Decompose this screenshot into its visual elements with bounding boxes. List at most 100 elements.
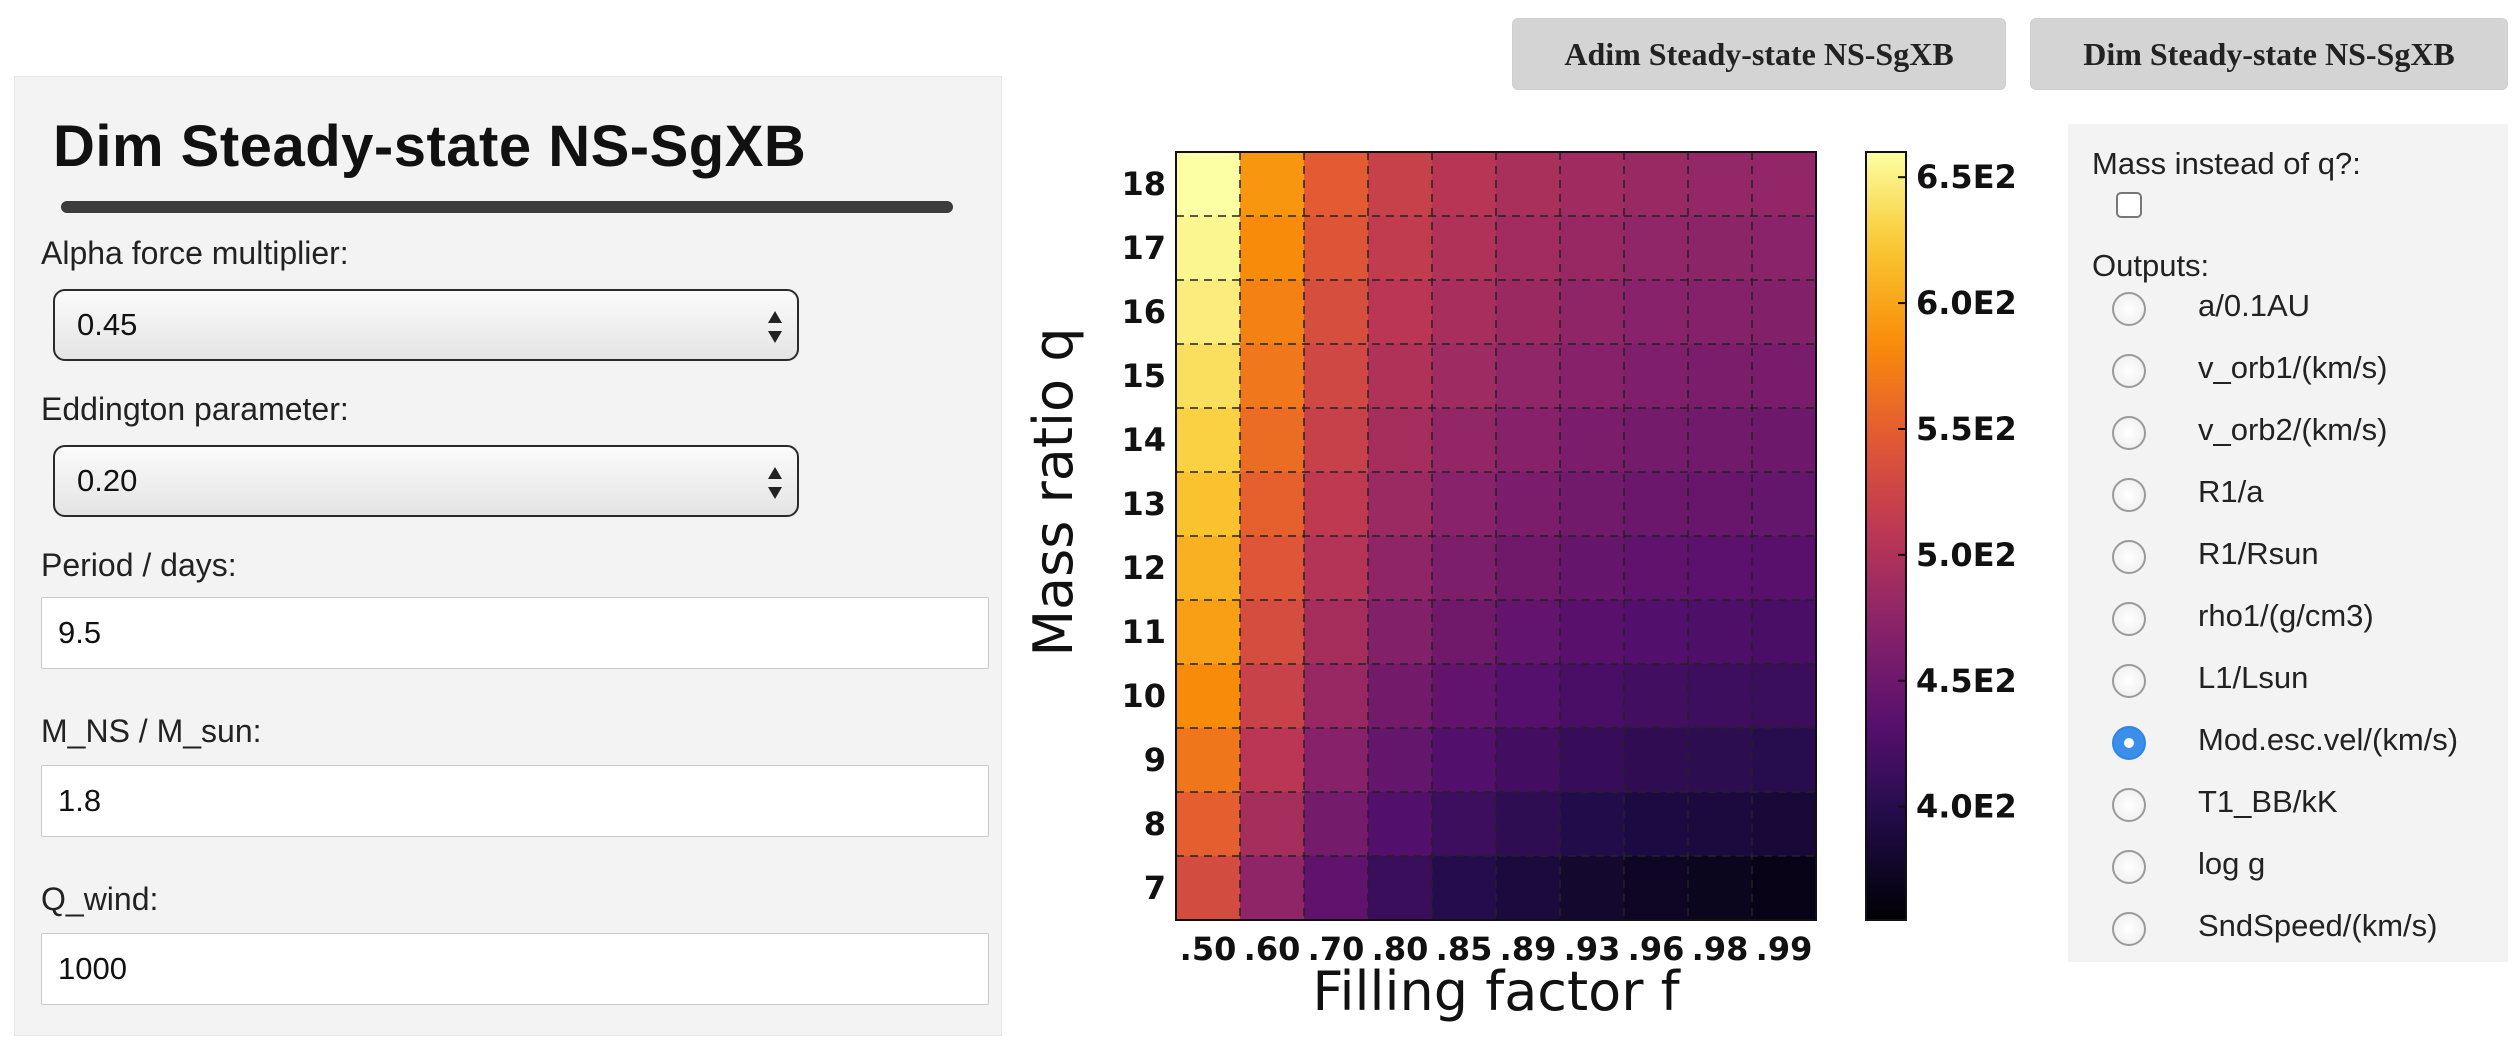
heatmap-cell — [1240, 216, 1305, 281]
colorbar-tick-label: 4.5E2 — [1916, 662, 2017, 700]
heatmap-cell — [1560, 472, 1625, 537]
y-tick-label: 9 — [1144, 741, 1166, 779]
heatmap-cell — [1624, 408, 1689, 473]
heatmap-cell — [1432, 280, 1497, 345]
output-option[interactable]: R1/Rsun — [2068, 528, 2508, 584]
output-option[interactable]: v_orb1/(km/s) — [2068, 342, 2508, 398]
heatmap-cell — [1432, 856, 1497, 921]
heatmap-cell — [1176, 664, 1241, 729]
heatmap-cell — [1688, 472, 1753, 537]
heatmap-chart: 18 17 16 15 14 13 12 11 10 9 8 7 .50.60.70.80.85.89… — [1022, 151, 2017, 1023]
heatmap-cell — [1368, 600, 1433, 665]
output-option[interactable]: Mod.esc.vel/(km/s) — [2068, 714, 2508, 770]
y-tick-label: 11 — [1121, 613, 1166, 651]
heatmap-cell — [1240, 472, 1305, 537]
heatmap-cell — [1752, 408, 1817, 473]
heatmap-cell — [1368, 152, 1433, 217]
heatmap-cell — [1688, 856, 1753, 921]
x-tick-label: .93 — [1564, 930, 1621, 968]
output-option-label: log g — [2198, 846, 2266, 881]
heatmap-cell — [1688, 408, 1753, 473]
heatmap-cell — [1624, 856, 1689, 921]
heatmap-cell — [1432, 408, 1497, 473]
heatmap-cell — [1432, 536, 1497, 601]
adim-steady-state-button[interactable]: Adim Steady-state NS-SgXB — [1512, 18, 2006, 90]
mns-input[interactable]: 1.8 — [41, 765, 989, 837]
heatmap-cell — [1304, 280, 1369, 345]
y-tick-label: 7 — [1144, 869, 1166, 907]
output-radio[interactable] — [2112, 416, 2146, 450]
heatmap-cell — [1176, 216, 1241, 281]
alpha-label: Alpha force multiplier: — [41, 235, 349, 271]
heatmap-cell — [1496, 856, 1561, 921]
output-option[interactable]: v_orb2/(km/s) — [2068, 404, 2508, 460]
output-radio[interactable] — [2112, 664, 2146, 698]
heatmap-cell — [1752, 216, 1817, 281]
output-radio[interactable] — [2112, 478, 2146, 512]
heatmap-cell — [1496, 728, 1561, 793]
output-radio[interactable] — [2112, 354, 2146, 388]
select-arrows-icon — [768, 467, 782, 499]
output-option[interactable]: L1/Lsun — [2068, 652, 2508, 708]
heatmap-cell — [1304, 408, 1369, 473]
output-radio[interactable] — [2112, 540, 2146, 574]
heatmap-cell — [1304, 152, 1369, 217]
output-option-label: T1_BB/kK — [2198, 784, 2338, 819]
heatmap-cell — [1752, 856, 1817, 921]
heatmap-cell — [1176, 472, 1241, 537]
heatmap-cell — [1752, 792, 1817, 857]
heatmap-cell — [1240, 664, 1305, 729]
colorbar — [1865, 151, 1907, 921]
heatmap-cell — [1688, 152, 1753, 217]
heatmap-cell — [1624, 792, 1689, 857]
heatmap-cell — [1560, 216, 1625, 281]
heatmap-cell — [1240, 600, 1305, 665]
x-tick-label: .80 — [1372, 930, 1429, 968]
heatmap-cell — [1496, 536, 1561, 601]
dim-steady-state-button[interactable]: Dim Steady-state NS-SgXB — [2030, 18, 2508, 90]
mass-instead-label: Mass instead of q?: — [2092, 146, 2361, 181]
x-tick-label: .89 — [1500, 930, 1557, 968]
output-radio[interactable] — [2112, 726, 2146, 760]
heatmap-cell — [1432, 472, 1497, 537]
eddington-select[interactable]: 0.20 — [53, 445, 799, 517]
heatmap-cell — [1624, 472, 1689, 537]
heatmap-cell — [1496, 344, 1561, 409]
heatmap-cell — [1368, 408, 1433, 473]
output-option-label: v_orb1/(km/s) — [2198, 350, 2388, 385]
heatmap-cell — [1560, 664, 1625, 729]
output-option[interactable]: SndSpeed/(km/s) — [2068, 900, 2508, 956]
output-radio[interactable] — [2112, 912, 2146, 946]
qwind-input[interactable]: 1000 — [41, 933, 989, 1005]
qwind-label: Q_wind: — [41, 881, 159, 917]
output-radio[interactable] — [2112, 602, 2146, 636]
heatmap-cell — [1432, 152, 1497, 217]
heatmap-cell — [1752, 472, 1817, 537]
output-option[interactable]: T1_BB/kK — [2068, 776, 2508, 832]
x-tick-label: .96 — [1628, 930, 1685, 968]
output-radio[interactable] — [2112, 292, 2146, 326]
output-option[interactable]: R1/a — [2068, 466, 2508, 522]
output-radio[interactable] — [2112, 850, 2146, 884]
mass-instead-checkbox[interactable] — [2116, 192, 2142, 218]
heatmap-cell — [1240, 280, 1305, 345]
heatmap-cell — [1240, 536, 1305, 601]
heatmap-cell — [1368, 472, 1433, 537]
alpha-select[interactable]: 0.45 — [53, 289, 799, 361]
heatmap-cell — [1560, 728, 1625, 793]
output-radio[interactable] — [2112, 788, 2146, 822]
heatmap-cell — [1304, 216, 1369, 281]
output-option[interactable]: log g — [2068, 838, 2508, 894]
heatmap-cell — [1560, 280, 1625, 345]
heatmap-cell — [1368, 280, 1433, 345]
output-option[interactable]: rho1/(g/cm3) — [2068, 590, 2508, 646]
heatmap-cell — [1368, 536, 1433, 601]
heatmap-cell — [1368, 856, 1433, 921]
parameters-panel: Dim Steady-state NS-SgXB Alpha force mul… — [14, 76, 1002, 1036]
x-tick-label: .50 — [1180, 930, 1237, 968]
period-input[interactable]: 9.5 — [41, 597, 989, 669]
output-option[interactable]: a/0.1AU — [2068, 280, 2508, 336]
y-tick-label: 14 — [1121, 421, 1166, 459]
heatmap-cell — [1432, 728, 1497, 793]
output-option-label: R1/Rsun — [2198, 536, 2319, 571]
